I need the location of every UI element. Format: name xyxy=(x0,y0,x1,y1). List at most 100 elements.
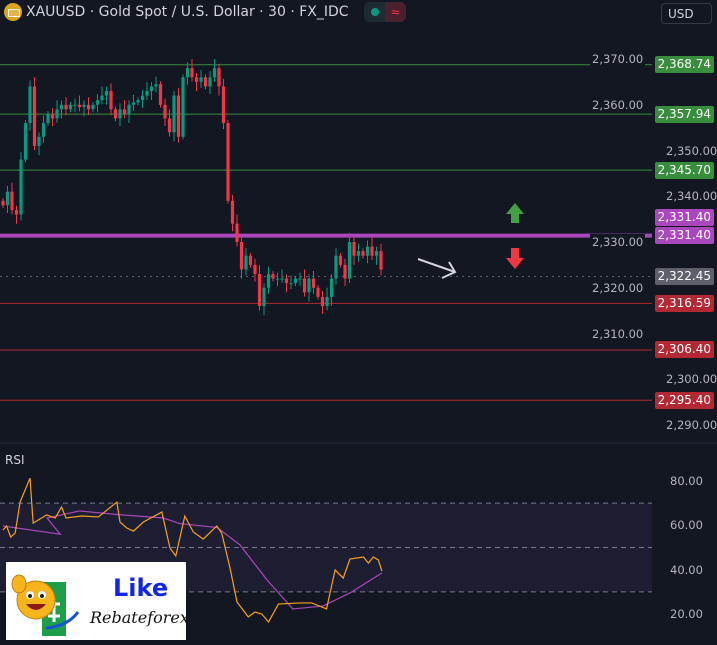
arrow-shaft xyxy=(417,258,456,273)
candle-body xyxy=(50,113,55,119)
candle-body xyxy=(100,95,104,101)
candle-body xyxy=(244,255,248,270)
candle-body xyxy=(271,274,275,279)
logo-like-text: Like xyxy=(113,574,169,602)
candle-body xyxy=(248,255,253,265)
candle-body xyxy=(199,77,203,82)
candle-body xyxy=(91,104,95,110)
candle-body xyxy=(113,109,118,119)
candle-body xyxy=(307,278,311,293)
symbol-title[interactable]: XAUUSD · Gold Spot / U.S. Dollar · 30 · … xyxy=(26,4,349,20)
candle-body xyxy=(109,91,113,110)
current-price-label[interactable]: 2,322.45 xyxy=(654,268,714,286)
candle-body xyxy=(226,123,230,201)
candle-body xyxy=(176,95,181,137)
candle-body xyxy=(320,296,325,307)
price-axis-tick: 2,340.00 xyxy=(666,189,717,204)
market-status[interactable]: ≈ xyxy=(364,2,406,22)
candle-body xyxy=(289,283,293,285)
candle-body xyxy=(149,86,154,92)
candle-body xyxy=(172,95,176,133)
candle-body xyxy=(275,278,280,280)
candle-body xyxy=(131,102,136,105)
candle-body xyxy=(64,104,68,110)
candle-body xyxy=(185,68,190,78)
candle-body xyxy=(136,100,140,103)
level-price-label[interactable]: 2,316.59 xyxy=(654,294,714,312)
candle-body xyxy=(167,118,172,133)
wave-icon: ≈ xyxy=(385,2,406,22)
price-axis-tick: 2,300.00 xyxy=(666,372,717,387)
level-price-label[interactable]: 2,331.40 xyxy=(654,209,714,227)
candle-body xyxy=(338,255,343,265)
candle-body xyxy=(104,91,109,96)
candle-body xyxy=(19,159,23,215)
candle-body xyxy=(59,104,64,110)
candle-body xyxy=(347,242,352,279)
level-price-label[interactable]: 2,368.74 xyxy=(654,56,714,74)
candle-body xyxy=(41,123,46,137)
candle-body xyxy=(82,104,86,108)
candle-body xyxy=(95,100,100,105)
candle-body xyxy=(235,223,239,242)
candle-body xyxy=(370,246,374,256)
candle-body xyxy=(158,84,163,105)
candle-body xyxy=(203,77,208,87)
candle-body xyxy=(86,104,91,110)
candle-body xyxy=(221,86,226,124)
candle-body xyxy=(257,274,262,307)
candle-body xyxy=(334,255,338,279)
candle-body xyxy=(365,246,370,256)
arrow-down-icon xyxy=(506,248,524,269)
candle-body xyxy=(343,264,347,279)
logo-brand-text: Rebateforex xyxy=(90,608,189,627)
candle-body xyxy=(190,68,194,78)
candle-body xyxy=(46,113,50,124)
rsi-title[interactable]: RSI xyxy=(5,453,25,467)
level-price-label[interactable]: 2,306.40 xyxy=(654,341,714,359)
candle-body xyxy=(325,296,329,307)
rsi-axis-tick: 20.00 xyxy=(670,607,703,622)
price-axis-tick: 2,290.00 xyxy=(666,418,717,432)
candle-body xyxy=(293,278,298,284)
candle-body xyxy=(356,251,361,256)
price-axis-tick: 2,360.00 xyxy=(590,96,646,113)
smiley-thumbs-up-icon xyxy=(11,574,80,636)
candle-body xyxy=(230,200,235,224)
rsi-axis-tick: 40.00 xyxy=(670,562,703,577)
level-price-label[interactable]: 2,331.40 xyxy=(654,227,714,245)
candle-body xyxy=(1,200,5,206)
market-open-dot-icon xyxy=(371,8,379,16)
gold-bars-icon xyxy=(4,3,22,21)
candle-body xyxy=(262,287,266,307)
rsi-axis-tick: 80.00 xyxy=(670,474,703,488)
candle-body xyxy=(5,191,10,206)
candle-body xyxy=(154,84,158,87)
level-price-label[interactable]: 2,295.40 xyxy=(654,391,714,409)
candle-body xyxy=(239,242,244,270)
price-axis-tick: 2,310.00 xyxy=(590,325,646,342)
chart-header: XAUUSD · Gold Spot / U.S. Dollar · 30 · … xyxy=(0,0,717,26)
candle-body xyxy=(212,68,217,78)
currency-selector[interactable]: USD xyxy=(661,3,712,24)
candle-body xyxy=(140,95,145,101)
candle-body xyxy=(145,91,149,96)
price-axis-tick: 2,330.00 xyxy=(590,234,646,250)
candle-body xyxy=(284,278,289,284)
price-axis-tick: 2,350.00 xyxy=(666,143,717,158)
candle-body xyxy=(37,136,41,146)
candle-body xyxy=(352,242,356,256)
candle-body xyxy=(122,109,127,114)
candle-body xyxy=(77,104,82,108)
level-price-label[interactable]: 2,357.94 xyxy=(654,105,714,123)
candle-body xyxy=(379,251,383,270)
level-price-label[interactable]: 2,345.70 xyxy=(654,161,714,179)
candle-body xyxy=(316,287,320,297)
candle-body xyxy=(73,104,77,106)
candle-body xyxy=(68,104,73,110)
arrow-right-icon xyxy=(417,258,457,279)
candle-body xyxy=(118,109,122,119)
candle-body xyxy=(28,86,32,124)
candle-body xyxy=(163,104,167,119)
candle-body xyxy=(127,104,131,114)
